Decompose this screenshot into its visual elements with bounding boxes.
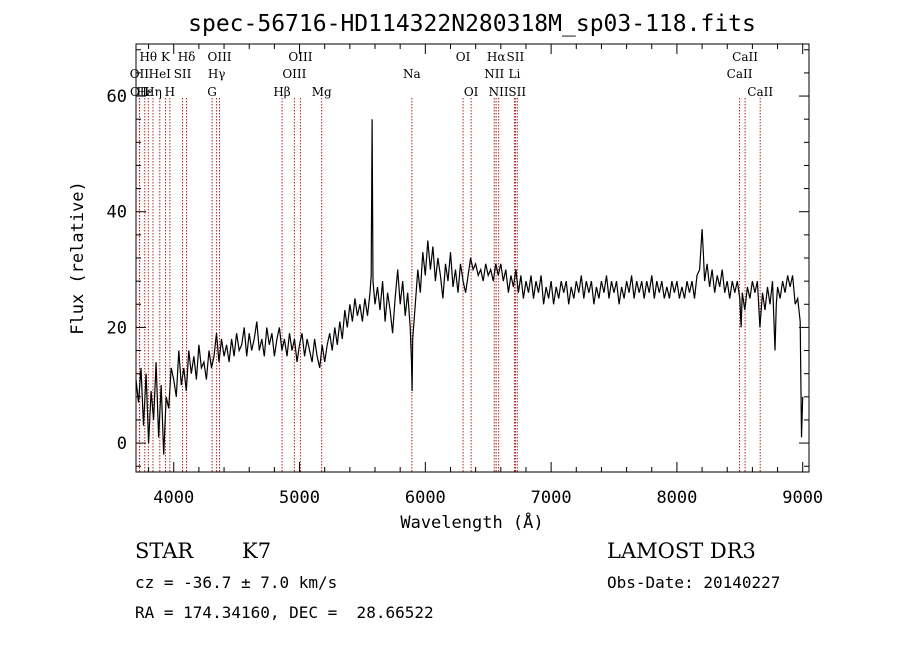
x-tick-label: 9000 — [782, 488, 823, 508]
coordinates-text: RA = 174.34160, DEC = 28.66522 — [135, 603, 434, 622]
plot-frame — [135, 43, 810, 473]
line-marker-label: Hθ — [139, 50, 157, 64]
line-marker-label: OII — [130, 67, 150, 81]
line-marker-label: NII — [489, 85, 509, 99]
spectrum-series-line — [135, 119, 804, 455]
x-tick-label: 6000 — [405, 488, 446, 508]
y-tick-label: 0 — [117, 434, 127, 454]
line-marker-label: SII — [174, 67, 192, 81]
line-marker-label: K — [161, 50, 171, 64]
line-marker-label: HeI — [149, 67, 172, 81]
line-marker-label: Hη — [144, 85, 162, 99]
x-axis-label: Wavelength (Å) — [400, 511, 543, 533]
x-tick-label: 5000 — [279, 488, 320, 508]
line-marker-label: OI — [456, 50, 471, 64]
object-subclass: K7 — [242, 539, 272, 563]
redshift-text: cz = -36.7 ± 7.0 km/s — [135, 573, 338, 592]
line-marker-label: NII — [484, 67, 504, 81]
line-marker-label: Na — [403, 67, 421, 81]
y-tick-label: 20 — [107, 318, 127, 338]
line-marker-label: G — [207, 85, 217, 99]
chart-title: spec-56716-HD114322N280318M_sp03-118.fit… — [188, 11, 756, 37]
y-tick-label: 40 — [107, 203, 127, 223]
axis-ticks: 4000 5000 6000 7000 8000 9000 0 20 40 60 — [107, 44, 823, 508]
x-tick-label: 7000 — [531, 488, 572, 508]
line-marker-label: Hβ — [273, 85, 290, 99]
line-marker-label: Li — [508, 67, 520, 81]
survey-name: LAMOST DR3 — [607, 539, 756, 563]
line-marker-label: H — [165, 85, 175, 99]
x-tick-label: 8000 — [656, 488, 697, 508]
line-marker-label: Hε — [136, 85, 153, 99]
line-marker-label: Hδ — [178, 50, 196, 64]
line-marker-label: Mg — [312, 85, 332, 99]
object-class: STAR — [135, 539, 194, 563]
line-marker-label: CaII — [747, 85, 773, 99]
line-markers — [138, 98, 761, 472]
x-tick-label: 4000 — [153, 488, 194, 508]
y-axis-label: Flux (relative) — [68, 181, 88, 335]
line-marker-label: Hα — [487, 50, 506, 64]
line-marker-label: OIII — [288, 50, 312, 64]
y-tick-label: 60 — [107, 87, 127, 107]
line-marker-label: CaII — [727, 67, 753, 81]
line-marker-label: SII — [508, 85, 526, 99]
line-marker-label: CaII — [732, 50, 758, 64]
obs-date-text: Obs-Date: 20140227 — [607, 573, 781, 592]
line-marker-label: OIII — [282, 67, 306, 81]
line-marker-label: SII — [507, 50, 525, 64]
line-marker-label: OIII — [207, 50, 231, 64]
line-marker-label: Hγ — [208, 67, 226, 81]
line-marker-label: OII — [130, 85, 150, 99]
line-marker-label: OI — [464, 85, 479, 99]
